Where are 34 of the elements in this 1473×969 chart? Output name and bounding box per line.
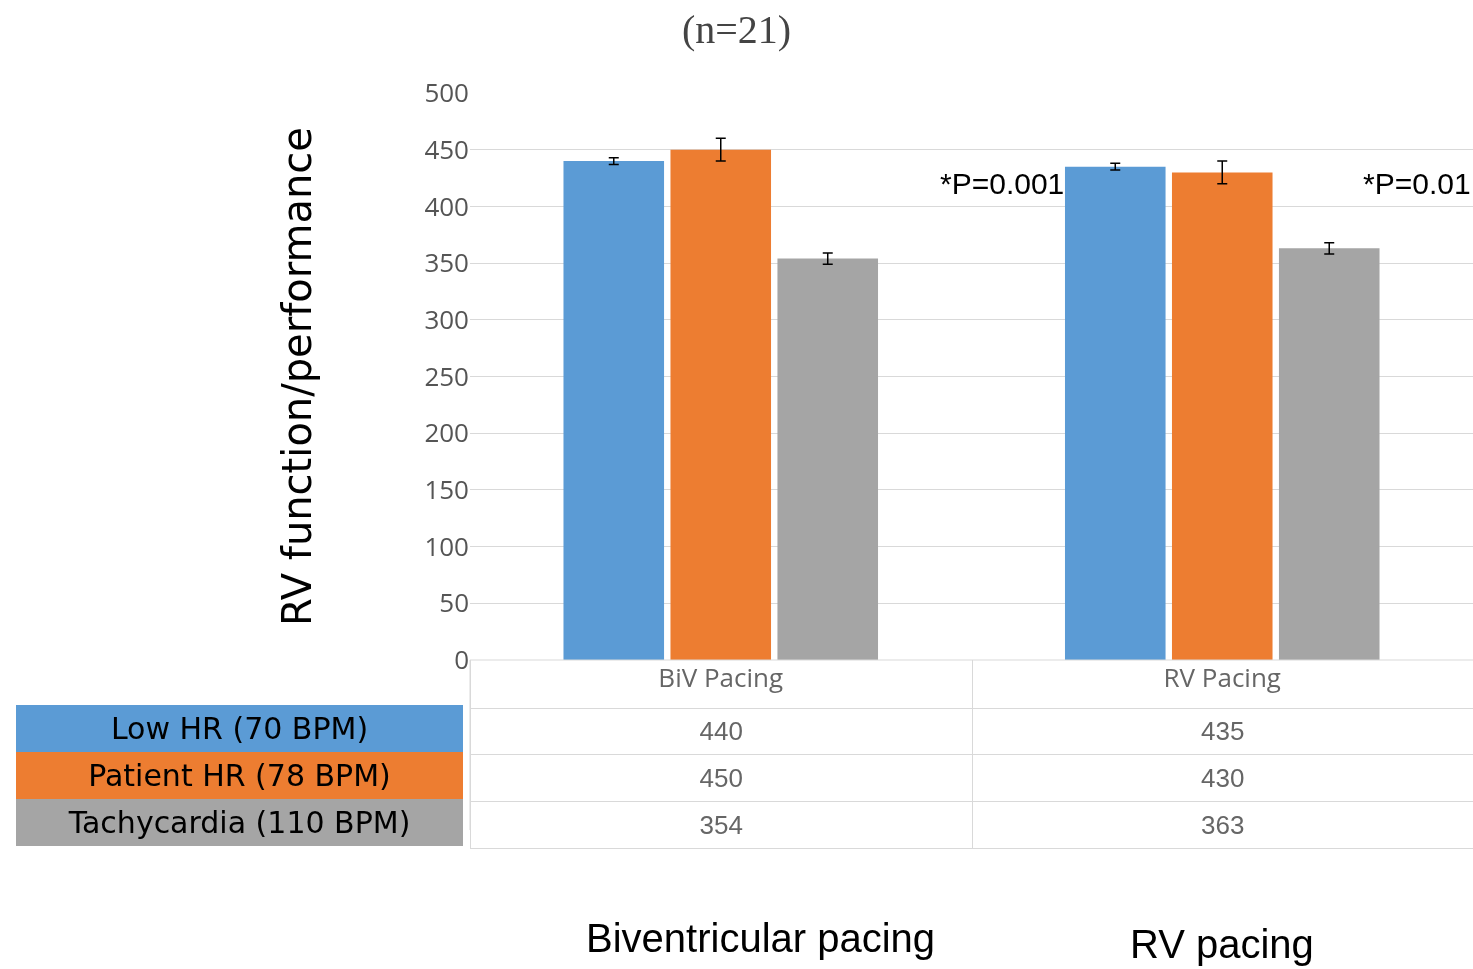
- x-tick-label: BiV Pacing: [658, 659, 784, 695]
- bar: [1064, 166, 1166, 660]
- y-tick-label: 50: [439, 584, 469, 621]
- text: Low HR (70 BPM): [16, 705, 463, 752]
- data-label: 440: [470, 708, 972, 755]
- y-tick-label: 150: [424, 471, 469, 507]
- y-tick-label: 200: [424, 414, 469, 451]
- data-label: 450: [470, 755, 972, 802]
- text: Patient HR (78 BPM): [16, 752, 463, 799]
- y-tick-label: 300: [424, 300, 469, 337]
- y-tick-label: 250: [424, 357, 469, 394]
- y-tick-label: 450: [424, 130, 469, 167]
- bar: [670, 149, 772, 660]
- chart-title: (n=21): [681, 6, 792, 52]
- y-tick-label: 350: [424, 244, 469, 281]
- text: Tachycardia (110 BPM): [16, 799, 463, 846]
- text: Biventricular pacing: [586, 916, 936, 960]
- y-tick-label: 100: [424, 527, 469, 564]
- bar: [1278, 248, 1380, 660]
- annotation: *P=0.01: [1363, 167, 1471, 200]
- y-tick-label: 400: [424, 187, 469, 224]
- data-label: 354: [470, 802, 972, 849]
- y-tick-label: 500: [424, 74, 469, 111]
- text: RV pacing: [1130, 922, 1314, 966]
- data-label: 363: [971, 802, 1473, 849]
- data-label: 435: [971, 708, 1473, 755]
- y-tick-label: 0: [454, 641, 469, 678]
- annotation: *P=0.001: [940, 167, 1065, 200]
- data-label: 430: [971, 755, 1473, 802]
- bar: [563, 161, 665, 660]
- x-tick-label: RV Pacing: [1163, 659, 1281, 695]
- bar: [777, 258, 879, 660]
- bar: [1171, 172, 1273, 660]
- y-axis-title: RV function/performance: [273, 127, 320, 626]
